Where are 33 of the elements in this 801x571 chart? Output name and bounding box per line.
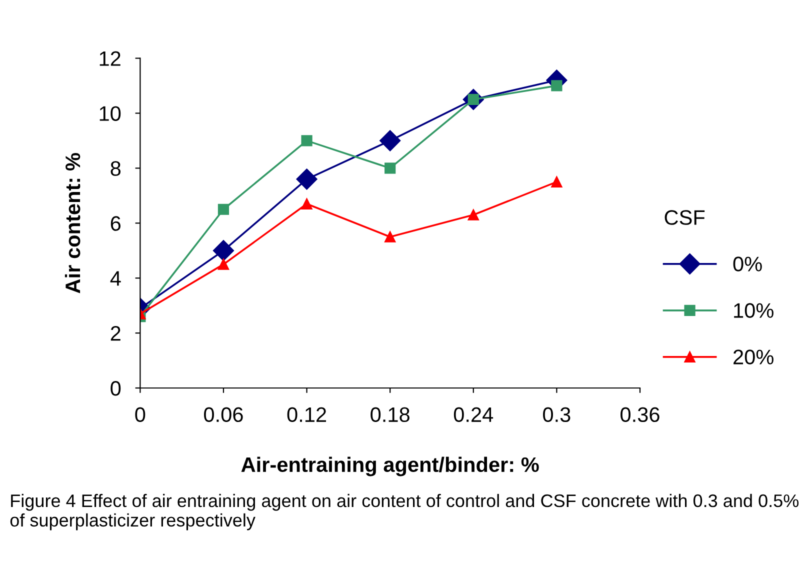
legend-label: 10% [734, 303, 774, 318]
y-tick-label: 12 [100, 51, 120, 66]
legend-label: 20% [734, 350, 774, 364]
x-tick-label: 0.36 [620, 407, 660, 422]
point [218, 204, 230, 215]
y-tick-label: 8 [110, 161, 121, 176]
y-tick-label: 10 [100, 106, 121, 121]
point [380, 130, 401, 152]
point [384, 162, 396, 174]
point [551, 80, 562, 92]
x-axis-title: Air-entraining agent/binder: % [241, 456, 539, 476]
legend-title: CSF [664, 210, 705, 225]
point [384, 231, 396, 242]
x-tick-label: 0.18 [370, 407, 410, 422]
y-tick-label: 6 [110, 216, 121, 231]
y-tick-label: 2 [110, 326, 120, 341]
y-tick-label: 4 [110, 271, 121, 286]
x-tick-label: 0 [135, 407, 146, 422]
point [212, 240, 234, 262]
y-tick-label: 0 [110, 380, 121, 396]
y-axis-title: Air content: % [64, 153, 80, 294]
x-tick-label: 0.06 [204, 407, 243, 422]
x-tick-label: 0.24 [454, 407, 494, 422]
x-tick-label: 0.3 [543, 407, 570, 422]
point [301, 198, 312, 210]
point [296, 168, 318, 190]
legend-label: 0% [733, 256, 762, 272]
point [551, 176, 562, 188]
point [218, 258, 230, 270]
caption: Figure 4 Effect of air entraining agent on air content of control and CSF concrete with 0.3 and 0.5% of superplasticizer respectively [10, 494, 799, 530]
point [468, 209, 479, 220]
point [301, 135, 312, 146]
x-tick-label: 0.12 [287, 407, 326, 422]
